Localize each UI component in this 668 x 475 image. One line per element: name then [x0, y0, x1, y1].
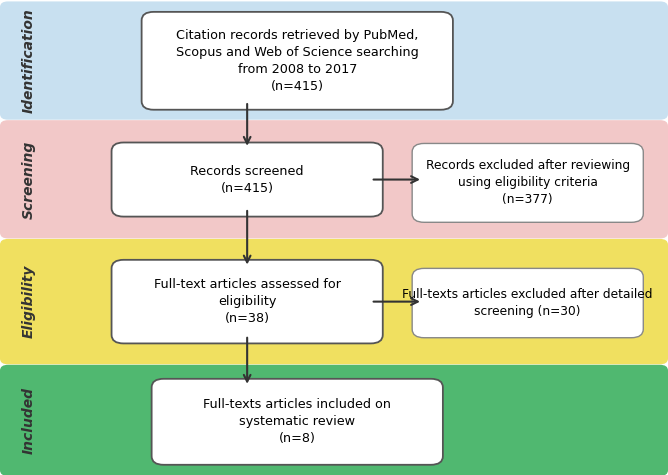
FancyBboxPatch shape [152, 379, 443, 465]
FancyBboxPatch shape [112, 260, 383, 343]
FancyBboxPatch shape [0, 239, 668, 364]
FancyBboxPatch shape [0, 365, 668, 475]
Text: Records excluded after reviewing
using eligibility criteria
(n=377): Records excluded after reviewing using e… [426, 160, 630, 206]
Text: Screening: Screening [22, 141, 35, 218]
Text: Full-texts articles included on
systematic review
(n=8): Full-texts articles included on systemat… [203, 399, 391, 445]
FancyBboxPatch shape [112, 142, 383, 217]
FancyBboxPatch shape [0, 1, 668, 120]
Text: Records screened
(n=415): Records screened (n=415) [190, 164, 304, 195]
Text: Included: Included [22, 387, 35, 454]
Text: Citation records retrieved by PubMed,
Scopus and Web of Science searching
from 2: Citation records retrieved by PubMed, Sc… [176, 29, 419, 93]
Text: Eligibility: Eligibility [22, 265, 35, 338]
Text: Full-text articles assessed for
eligibility
(n=38): Full-text articles assessed for eligibil… [154, 278, 341, 325]
FancyBboxPatch shape [0, 120, 668, 238]
FancyBboxPatch shape [412, 143, 643, 222]
FancyBboxPatch shape [412, 268, 643, 338]
Text: Identification: Identification [22, 9, 35, 113]
FancyBboxPatch shape [142, 12, 453, 110]
Text: Full-texts articles excluded after detailed
screening (n=30): Full-texts articles excluded after detai… [402, 288, 653, 318]
